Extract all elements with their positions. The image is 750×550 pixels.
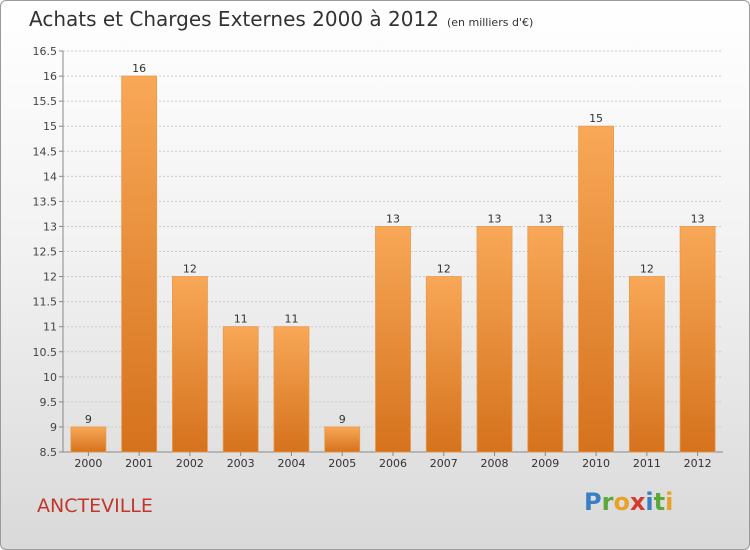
chart-subtitle: (en milliers d'€) <box>446 16 534 29</box>
y-tick-label: 12 <box>43 271 57 284</box>
y-tick-label: 13.5 <box>33 195 58 208</box>
bar-value-label: 12 <box>437 263 451 276</box>
y-tick-label: 16.5 <box>33 45 58 58</box>
x-tick-label: 2001 <box>125 457 153 470</box>
bar-value-label: 13 <box>538 212 552 225</box>
y-tick-label: 14 <box>43 170 57 183</box>
bar-value-label: 13 <box>691 212 705 225</box>
y-tick-label: 12.5 <box>33 246 58 259</box>
bar <box>476 226 513 453</box>
y-tick-label: 10.5 <box>33 346 58 359</box>
bar-value-label: 13 <box>488 212 502 225</box>
bar <box>578 125 614 453</box>
x-tick-label: 2006 <box>379 457 407 470</box>
logo-letter: P <box>584 488 602 516</box>
x-tick-label: 2000 <box>74 457 102 470</box>
bar <box>425 276 462 453</box>
bar <box>679 226 716 453</box>
logo-letter: x <box>629 488 646 516</box>
x-tick-label: 2008 <box>481 457 509 470</box>
logo-letter: i <box>645 488 654 516</box>
chart-title-main: Achats et Charges Externes 2000 à 2012 <box>29 7 439 31</box>
y-tick-label: 10 <box>43 371 57 384</box>
x-tick-label: 2004 <box>277 457 305 470</box>
x-tick-label: 2005 <box>328 457 356 470</box>
y-tick-label: 9.5 <box>40 396 58 409</box>
bar <box>70 426 107 453</box>
y-tick-label: 11 <box>43 321 57 334</box>
bar <box>222 326 259 453</box>
bar <box>172 276 208 453</box>
logo-letter: r <box>601 488 614 516</box>
logo-letter: i <box>665 488 674 516</box>
logo-letter: t <box>653 488 666 516</box>
bar-value-label: 9 <box>339 413 346 426</box>
y-tick-label: 15 <box>43 120 57 133</box>
bar-value-label: 13 <box>386 212 400 225</box>
y-tick-label: 16 <box>43 70 57 83</box>
bar <box>273 326 310 453</box>
y-tick-label: 11.5 <box>33 296 58 309</box>
chart-title: Achats et Charges Externes 2000 à 2012 (e… <box>29 7 533 31</box>
x-tick-label: 2003 <box>227 457 255 470</box>
bar-value-label: 15 <box>589 112 603 125</box>
bar <box>527 226 564 453</box>
y-tick-label: 9 <box>50 421 57 434</box>
bar-value-label: 12 <box>183 263 197 276</box>
bar <box>121 75 158 453</box>
bar-value-label: 12 <box>640 263 654 276</box>
bar <box>324 426 361 453</box>
x-tick-label: 2010 <box>582 457 610 470</box>
bar-value-label: 16 <box>132 62 146 75</box>
bar-value-label: 9 <box>85 413 92 426</box>
y-tick-label: 13 <box>43 220 57 233</box>
proxiti-logo: Proxiti <box>584 488 673 516</box>
bar <box>628 276 665 453</box>
y-tick-label: 14.5 <box>33 145 58 158</box>
bar-value-label: 11 <box>284 313 298 326</box>
y-tick-label: 15.5 <box>33 95 58 108</box>
bar-value-label: 11 <box>234 313 248 326</box>
y-tick-label: 8.5 <box>40 446 58 459</box>
x-tick-label: 2007 <box>430 457 458 470</box>
x-tick-label: 2012 <box>684 457 712 470</box>
x-tick-label: 2002 <box>176 457 204 470</box>
logo-letter: o <box>613 488 630 516</box>
x-tick-label: 2009 <box>531 457 559 470</box>
commune-name: ANCTEVILLE <box>37 495 153 517</box>
bar <box>375 226 411 453</box>
x-tick-label: 2011 <box>633 457 661 470</box>
